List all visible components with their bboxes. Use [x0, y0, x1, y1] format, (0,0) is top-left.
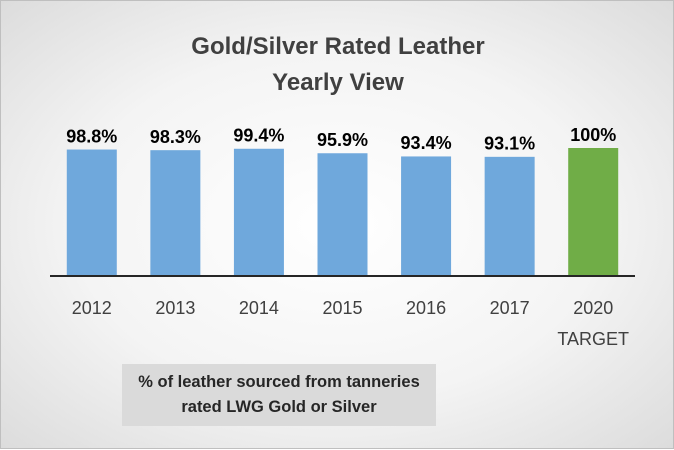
x-tick-label: 2014	[239, 298, 279, 318]
data-label: 98.3%	[150, 127, 201, 147]
x-tick-label: 2012	[72, 298, 112, 318]
bar	[568, 148, 619, 276]
annotation: % of leather sourced from tanneries rate…	[138, 373, 420, 416]
data-label: 93.1%	[484, 134, 535, 154]
x-tick-label-line: TARGET	[557, 329, 629, 349]
x-tick-label: 2015	[322, 298, 362, 318]
bar	[66, 149, 117, 276]
bar	[401, 156, 452, 276]
data-label: 98.8%	[66, 126, 117, 146]
chart-title: Gold/Silver Rated Leather Yearly View	[191, 33, 485, 96]
bar	[233, 148, 284, 276]
bar	[317, 153, 368, 276]
x-tick-label: 2013	[155, 298, 195, 318]
bar	[150, 150, 201, 276]
data-label: 99.4%	[233, 126, 284, 146]
x-tick-label: 2020 TARGET	[557, 298, 629, 349]
data-label: 100%	[570, 125, 616, 145]
data-label: 95.9%	[317, 130, 368, 150]
annotation-box: % of leather sourced from tanneries rate…	[122, 364, 436, 426]
bar	[484, 156, 535, 276]
x-tick-label: 2017	[490, 298, 530, 318]
data-label: 93.4%	[401, 133, 452, 153]
x-tick-label-line: 2020	[573, 298, 613, 318]
x-tick-label: 2016	[406, 298, 446, 318]
